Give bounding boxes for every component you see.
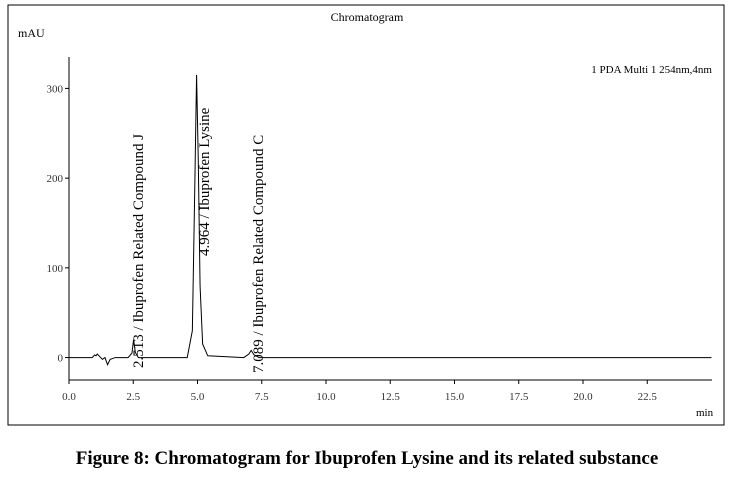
x-tick-label: 22.5 <box>638 391 658 403</box>
y-tick-label: 0 <box>58 353 64 365</box>
x-tick-label: 17.5 <box>509 391 529 403</box>
y-tick-label: 300 <box>47 83 64 95</box>
x-tick-label: 2.5 <box>126 391 140 403</box>
x-tick-label: 10.0 <box>316 391 336 403</box>
x-tick-label: 12.5 <box>381 391 401 403</box>
peak-annotation: 7.089 / Ibuprofen Related Compound C <box>251 135 267 373</box>
y-tick-label: 100 <box>47 263 64 275</box>
y-tick-label: 200 <box>47 173 64 185</box>
peak-annotation: 4.964 / Ibuprofen Lysine <box>197 107 213 256</box>
caption: Figure 8: Chromatogram for Ibuprofen Lys… <box>76 448 659 469</box>
peak-annotation: 2.513 / Ibuprofen Related Compound J <box>131 134 147 368</box>
chromatogram-line <box>69 74 712 367</box>
x-unit: min <box>696 407 714 419</box>
x-tick-label: 0.0 <box>62 391 76 403</box>
y-unit: mAU <box>18 26 45 40</box>
x-tick-label: 15.0 <box>445 391 465 403</box>
x-tick-label: 5.0 <box>191 391 205 403</box>
x-tick-label: 7.5 <box>255 391 269 403</box>
detector-label: 1 PDA Multi 1 254nm,4nm <box>591 64 712 76</box>
figure-frame <box>7 4 725 426</box>
chart-title: Chromatogram <box>331 10 404 24</box>
x-tick-label: 20.0 <box>573 391 593 403</box>
